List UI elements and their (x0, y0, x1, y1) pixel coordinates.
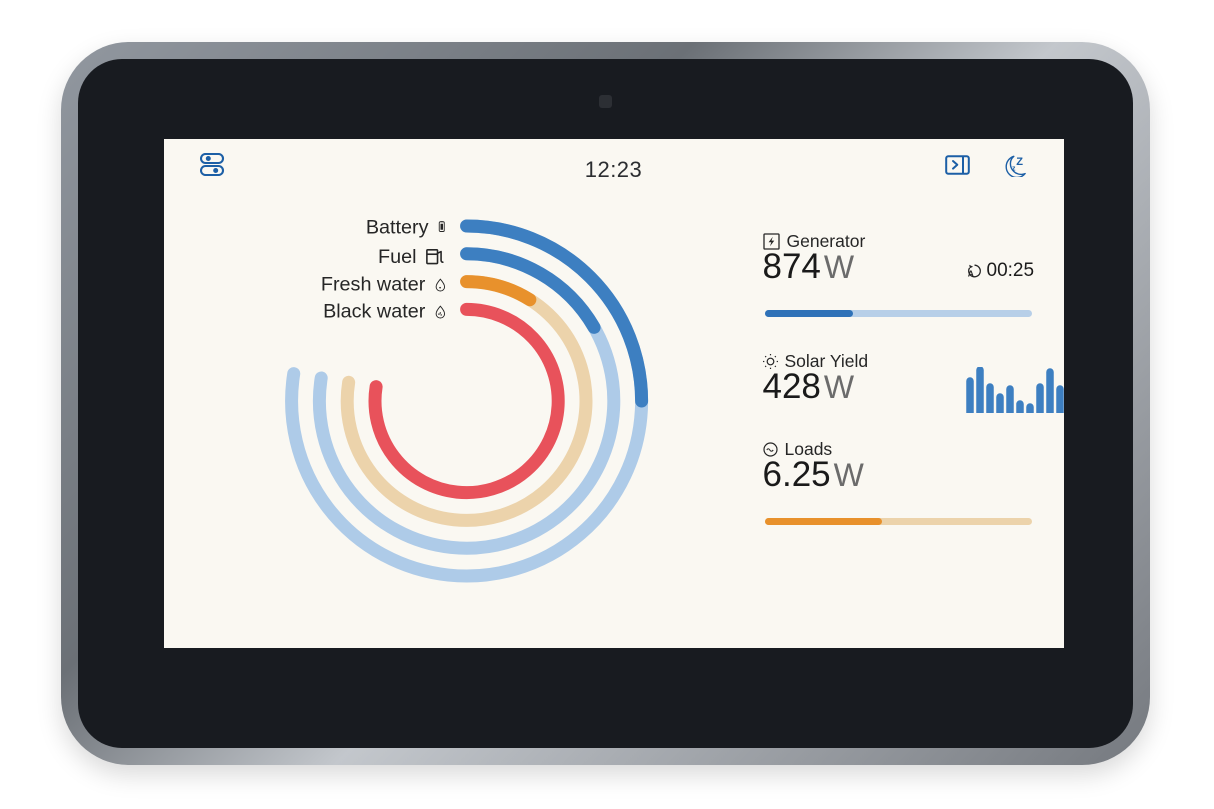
svg-text:A: A (967, 268, 973, 278)
